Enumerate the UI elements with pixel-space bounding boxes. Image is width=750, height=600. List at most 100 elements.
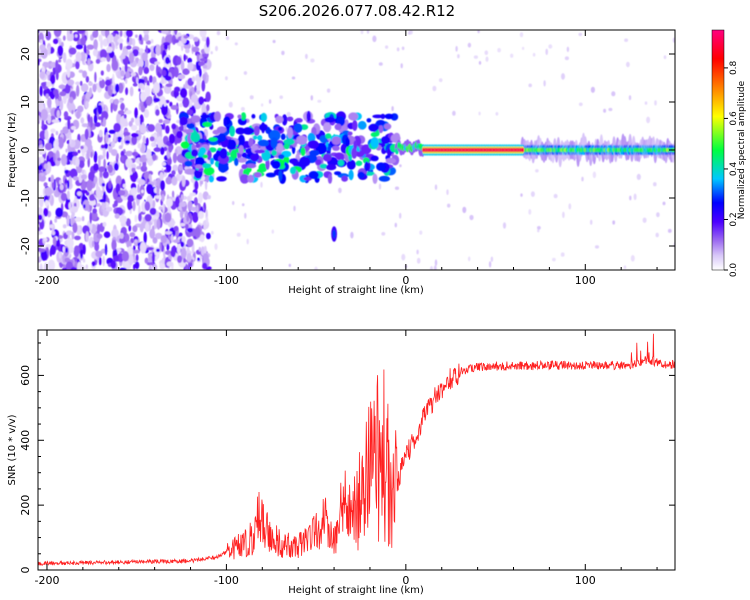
noise-cell (581, 176, 584, 182)
colorbar-tick-label: 0.0 (729, 263, 739, 278)
noise-cell (566, 46, 570, 52)
y-tick-label: 600 (19, 365, 32, 386)
noise-cell (174, 66, 179, 78)
noise-cell (151, 251, 155, 264)
noise-cell (123, 114, 127, 119)
noise-cell (112, 255, 119, 262)
noise-cell (59, 91, 67, 97)
snr-panel: -200 -100 0 100 0 200 400 600 Height of straigh… (7, 329, 676, 596)
noise-cell (110, 141, 116, 148)
noise-cell (177, 74, 186, 80)
noise-cell (86, 179, 93, 192)
noise-cell (176, 130, 184, 139)
noise-cell (84, 128, 89, 140)
noise-cell (115, 207, 124, 216)
noise-cell (62, 246, 65, 253)
noise-cell (62, 264, 66, 269)
noise-cell (473, 55, 478, 59)
noise-cell (128, 52, 135, 64)
noise-cell (180, 60, 185, 71)
noise-cell (366, 30, 370, 34)
noise-cell (232, 201, 235, 205)
noise-cell (206, 36, 210, 48)
noise-cell (38, 248, 46, 253)
scatter-cell (238, 145, 244, 155)
noise-cell (562, 211, 565, 218)
noise-cell (110, 260, 117, 269)
noise-cell (385, 45, 389, 49)
colorbar-ticks: 0.0 0.2 0.4 0.6 0.8 (724, 60, 739, 277)
noise-cell (132, 225, 138, 233)
colorbar-label: Normalized spectral amplitude (737, 80, 747, 219)
snr-axes: -200 -100 0 100 0 200 400 600 (19, 330, 675, 587)
noise-cell (178, 165, 183, 171)
noise-cell (156, 177, 162, 189)
scatter-cell (327, 145, 332, 152)
noise-cell (528, 209, 532, 215)
scatter-cell (355, 160, 363, 167)
noise-cell (151, 142, 156, 148)
noise-cell (85, 76, 90, 83)
noise-cell (106, 46, 113, 53)
noise-cell (113, 133, 117, 142)
noise-cell (94, 71, 97, 83)
scatter-cell (280, 133, 286, 141)
noise-cell (58, 252, 62, 259)
noise-cell (58, 136, 64, 149)
y-tick-label: 0 (19, 567, 32, 574)
y-tick-label: -10 (19, 189, 32, 207)
noise-cell (75, 44, 83, 50)
noise-cell (93, 151, 98, 163)
noise-cell (243, 71, 248, 75)
noise-cell (163, 101, 167, 107)
scatter-cell (331, 136, 341, 145)
noise-cell (100, 57, 107, 62)
noise-cell (455, 45, 458, 52)
noise-cell (80, 189, 88, 194)
noise-cell (279, 95, 284, 99)
x-tick-label: -100 (214, 274, 239, 287)
noise-cell (53, 152, 56, 162)
scatter-cell (322, 153, 332, 162)
noise-cell (178, 232, 183, 237)
scatter-cell (245, 163, 257, 169)
noise-cell (180, 247, 187, 260)
noise-cell (183, 35, 189, 39)
noise-cell (108, 129, 116, 134)
scatter-cell (179, 116, 188, 126)
noise-cell (137, 242, 141, 247)
noise-cell (64, 257, 71, 263)
noise-cell (191, 76, 196, 82)
noise-cell (83, 204, 86, 209)
noise-cell (120, 70, 125, 77)
noise-cell (240, 107, 245, 111)
noise-cell (127, 199, 132, 211)
heatmap-cells (38, 30, 675, 270)
isolated-blob (332, 229, 336, 239)
noise-cell (125, 110, 132, 115)
noise-cell (119, 30, 123, 37)
noise-cell (467, 42, 472, 48)
noise-cell (55, 130, 59, 136)
noise-cell (81, 216, 85, 222)
noise-cell (314, 266, 318, 270)
noise-cell (338, 187, 342, 194)
noise-cell (196, 204, 199, 214)
noise-cell (125, 218, 131, 227)
noise-cell (663, 55, 667, 60)
noise-cell (62, 52, 67, 63)
scatter-cell (257, 139, 269, 147)
noise-cell (38, 227, 41, 232)
y-tick-label: 200 (19, 495, 32, 516)
scatter-cell (253, 172, 262, 178)
noise-cell (58, 95, 62, 102)
noise-cell (142, 135, 146, 144)
scatter-cell (362, 157, 370, 164)
noise-cell (143, 231, 147, 244)
noise-cell (163, 44, 168, 50)
noise-cell (260, 181, 263, 188)
noise-cell (137, 78, 145, 84)
scatter-cell (299, 156, 311, 167)
noise-cell (125, 87, 129, 96)
